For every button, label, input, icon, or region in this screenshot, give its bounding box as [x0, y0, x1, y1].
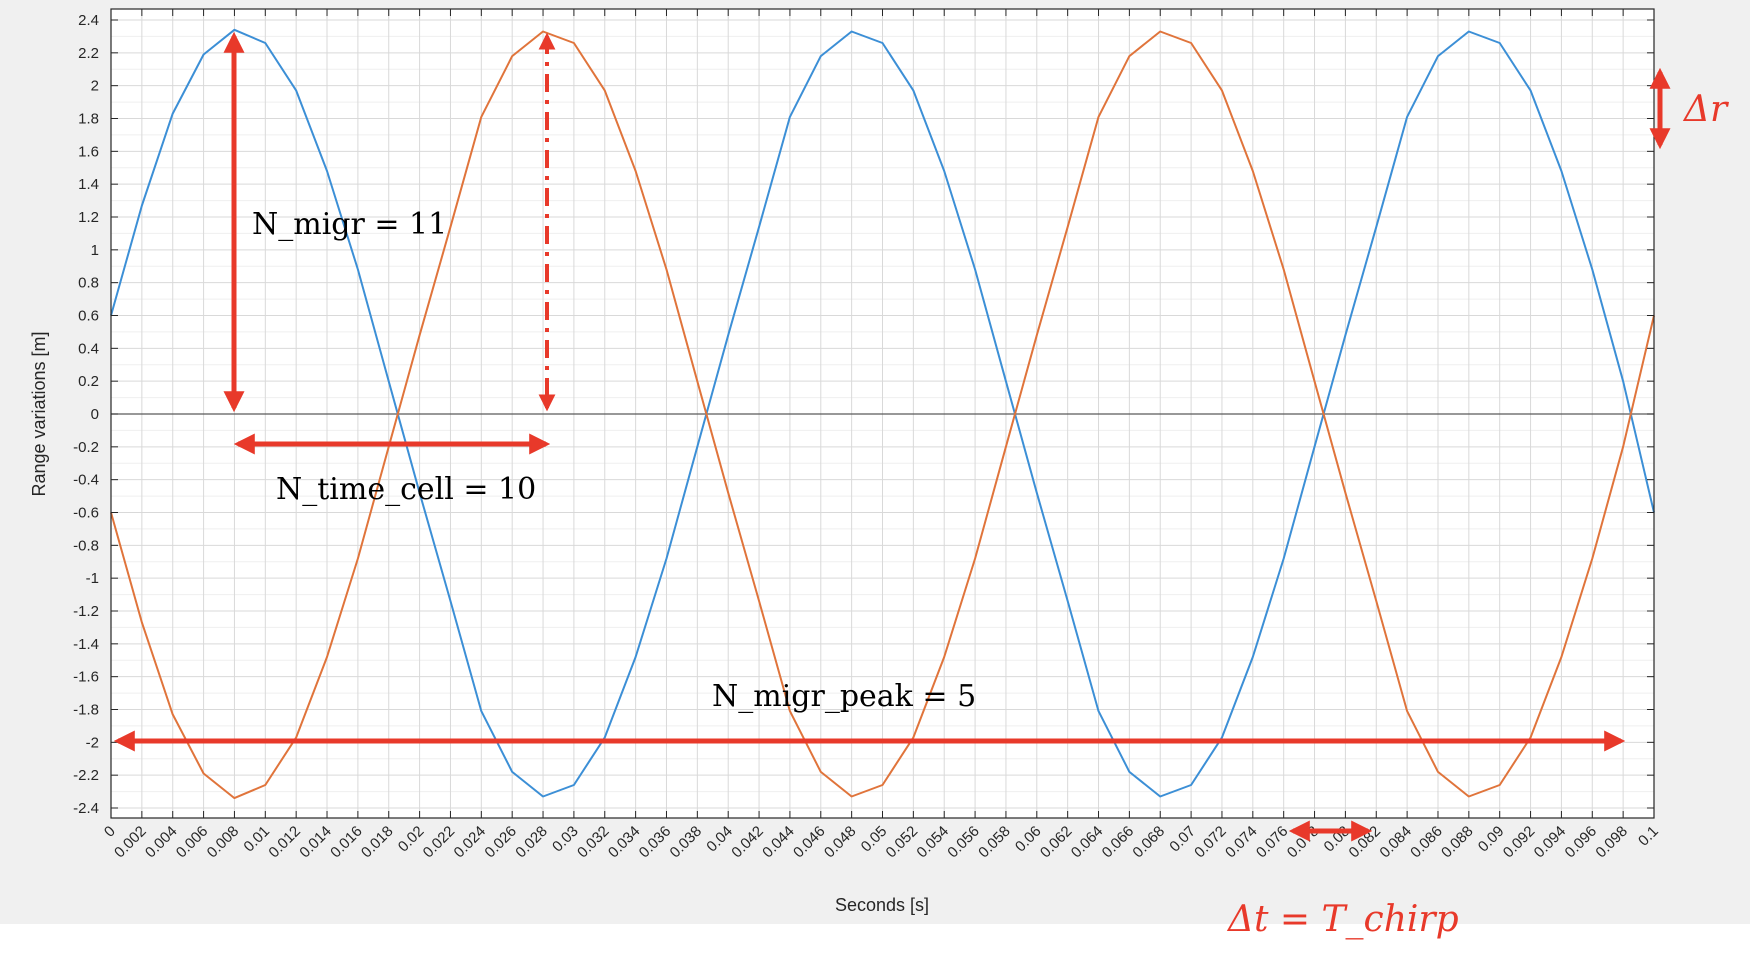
- y-tick-label: -1.8: [73, 702, 99, 719]
- series-line-1: [110, 28, 1655, 798]
- y-tick-label: 2: [91, 78, 99, 95]
- delta-t-label: Δt = T_chirp: [1226, 899, 1459, 940]
- y-tick-label: 1.4: [78, 176, 99, 193]
- y-tick-label: 2.2: [78, 45, 99, 62]
- y-tick-label: -1.2: [73, 603, 99, 620]
- y-tick-label: 1.8: [78, 111, 99, 128]
- series-layer: [110, 28, 1655, 800]
- y-tick-label: 0.2: [78, 373, 99, 390]
- y-tick-label: -1: [86, 570, 99, 587]
- n-time-cell-label: N_time_cell = 10: [276, 472, 536, 507]
- y-tick-label: -1.6: [73, 669, 99, 686]
- series-line-2: [110, 30, 1655, 800]
- y-tick-label: 1: [91, 242, 99, 259]
- y-tick-labels: 2.4 2.2 2 1.8 1.6 1.4 1.2 1 0.8 0.6 0.4 0.2 0 -0.2 -0.…: [73, 12, 1654, 817]
- y-tick-label: -0.2: [73, 439, 99, 456]
- y-axis-title: Range variations [m]: [29, 331, 49, 496]
- y-tick-label: -2: [86, 734, 99, 751]
- y-tick-label: 0: [91, 406, 99, 423]
- n-migr-label: N_migr = 11: [252, 207, 447, 242]
- y-tick-label: -2.4: [73, 800, 99, 817]
- y-tick-label: -0.4: [73, 472, 99, 489]
- x-axis-title: Seconds [s]: [835, 895, 929, 915]
- y-tick-label: 0.8: [78, 275, 99, 292]
- y-tick-label: 2.4: [78, 12, 99, 29]
- y-tick-label: 1.2: [78, 209, 99, 226]
- y-tick-label: -0.6: [73, 505, 99, 522]
- y-tick-label: 0.4: [78, 340, 99, 357]
- y-tick-label: 0.6: [78, 308, 99, 325]
- n-migr-peak-label: N_migr_peak = 5: [712, 679, 976, 714]
- y-tick-label: -0.8: [73, 537, 99, 554]
- y-tick-label: 1.6: [78, 143, 99, 160]
- y-tick-label: -1.4: [73, 636, 99, 653]
- delta-r-label: Δr: [1682, 89, 1729, 130]
- y-tick-label: -2.2: [73, 767, 99, 784]
